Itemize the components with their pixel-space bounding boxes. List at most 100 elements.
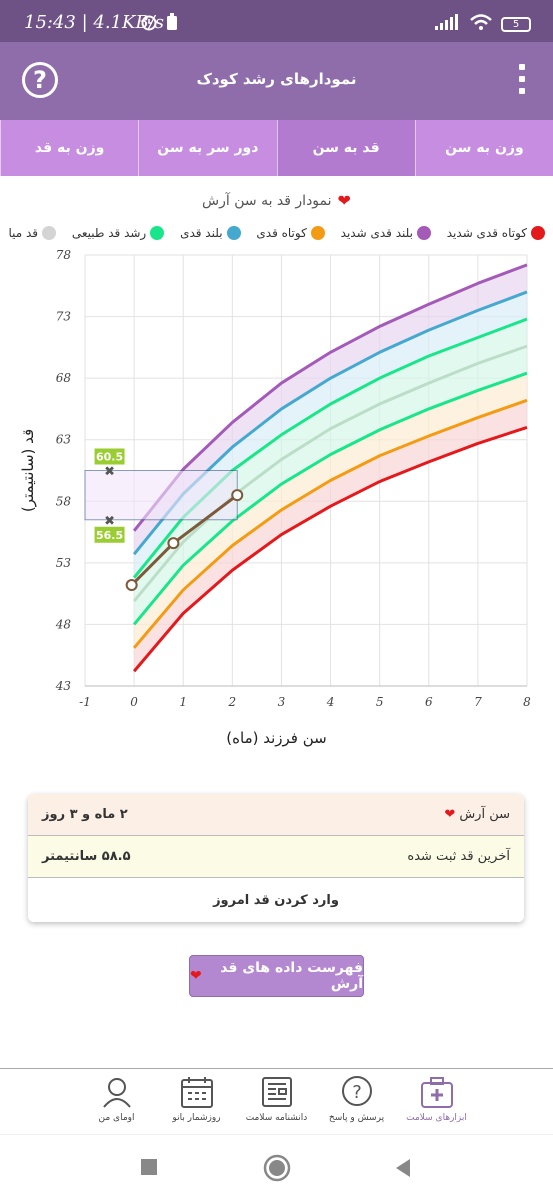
health-kit-icon (420, 1077, 453, 1108)
legend-item: بلند قدی (180, 226, 241, 240)
range-label-box (94, 448, 125, 465)
legend-item: رشد قد طبیعی (71, 226, 165, 240)
tab-head-circumference[interactable]: دور سر به سن (138, 120, 276, 176)
band-fill (134, 373, 527, 648)
x-tick-label: 5 (376, 695, 384, 709)
status-right: 5 (435, 13, 531, 35)
y-axis-label: قد (سانتیمتر) (19, 429, 37, 512)
series-line (132, 263, 528, 532)
nav-calendar[interactable]: روزشمار بانو (157, 1069, 237, 1134)
alarm-icon (140, 13, 158, 35)
system-nav-bar (0, 1134, 553, 1200)
tab-weight-for-height[interactable]: وزن به قد (0, 120, 138, 176)
series-line (132, 398, 528, 649)
nav-qa[interactable]: ? پرسش و پاسخ (317, 1069, 397, 1134)
enter-height-button[interactable]: وارد کردن قد امروز (28, 878, 524, 922)
legend-item: کوتاه قدی شدید (447, 226, 545, 240)
last-height-value: ۵۸.۵ سانتیمتر (42, 849, 131, 864)
info-card: سن آرش ❤ ۲ ماه و ۳ روز آخرین قد ثبت شده … (28, 794, 524, 922)
legend-label: کوتاه قدی شدید (446, 226, 527, 240)
x-axis-label: سن فرزند (ماه) (226, 729, 327, 747)
nav-health-tools[interactable]: ابزارهای سلامت (397, 1069, 477, 1134)
nav-label: دانشنامه سلامت (245, 1113, 308, 1123)
help-icon[interactable]: ? (22, 62, 58, 98)
x-tick-label: 2 (228, 695, 237, 709)
last-height-label: آخرین قد ثبت شده (407, 849, 510, 864)
overflow-menu-icon[interactable] (519, 64, 525, 100)
height-data-list-button[interactable]: فهرست داده های قد آرش ❤ (189, 955, 364, 997)
battery-saver-icon (166, 13, 178, 35)
heart-icon: ❤ (190, 968, 202, 984)
age-label: سن آرش (459, 807, 510, 822)
x-tick-label: 3 (278, 695, 286, 709)
band-fill (134, 319, 527, 602)
chart-title-row: نمودار قد به سن آرش ❤ (0, 191, 553, 210)
legend-item: کوتاه قدی (256, 226, 325, 240)
legend-item: قد میانگین (8, 226, 56, 240)
range-label: 60.5 (96, 451, 123, 464)
legend-item: بلند قدی شدید (341, 226, 431, 240)
chart-title: نمودار قد به سن آرش (202, 192, 332, 209)
age-row: سن آرش ❤ ۲ ماه و ۳ روز (28, 794, 524, 836)
y-tick-label: 78 (56, 248, 72, 262)
heart-icon: ❤ (337, 191, 351, 210)
svg-text:?: ? (352, 1082, 362, 1103)
y-tick-label: 48 (55, 617, 72, 631)
wifi-icon (469, 13, 493, 35)
user-icon (102, 1078, 131, 1108)
legend-dot (531, 226, 545, 240)
legend-label: رشد قد طبیعی (71, 226, 147, 240)
app-bar: ? نمودارهای رشد کودک (0, 42, 553, 120)
series-line (132, 425, 528, 673)
calendar-icon (180, 1077, 213, 1108)
child-height-point (125, 579, 138, 592)
y-tick-label: 63 (56, 433, 72, 447)
x-tick-label: 0 (130, 695, 138, 709)
battery-level: 5 (501, 16, 531, 32)
legend-label: قد میانگین (8, 226, 38, 240)
series-line (132, 344, 528, 602)
back-icon[interactable] (392, 1157, 414, 1179)
x-tick-label: -1 (79, 695, 91, 709)
range-label-box (94, 526, 125, 543)
legend-dot (310, 226, 325, 240)
heart-icon: ❤ (444, 807, 456, 822)
range-marker: ✖ (104, 514, 115, 529)
nav-label: روزشمار بانو (172, 1113, 221, 1123)
legend-dot (150, 226, 165, 240)
nav-encyclopedia[interactable]: دانشنامه سلامت (237, 1069, 317, 1134)
recent-apps-icon[interactable] (140, 1158, 160, 1178)
battery-icon: 5 (501, 16, 531, 32)
band-fill (134, 264, 527, 555)
tab-height-for-age[interactable]: قد به سن (276, 120, 415, 176)
nav-label: ابزارهای سلامت (406, 1113, 467, 1123)
x-tick-label: 4 (326, 695, 335, 709)
y-tick-label: 68 (56, 371, 72, 385)
band-fill (134, 400, 527, 672)
y-tick-label: 58 (56, 494, 72, 508)
nav-profile[interactable]: اومای من (77, 1069, 157, 1134)
list-button-label: فهرست داده های قد آرش (220, 960, 363, 992)
age-value: ۲ ماه و ۳ روز (42, 807, 128, 822)
chart-tabs: وزن به سن قد به سن دور سر به سن وزن به ق… (0, 120, 553, 176)
last-height-row: آخرین قد ثبت شده ۵۸.۵ سانتیمتر (28, 836, 524, 878)
tab-weight-for-age[interactable]: وزن به سن (414, 120, 553, 176)
chart-legend: کوتاه قدی شدید بلند قدی شدید کوتاه قدی ب… (8, 226, 545, 250)
home-icon[interactable] (263, 1154, 291, 1182)
series-line (132, 371, 528, 626)
x-tick-label: 8 (523, 695, 531, 709)
status-bar: 15:43 | 4.1KB/s 5 (0, 0, 553, 42)
legend-dot (416, 226, 431, 240)
child-height-point (231, 489, 244, 502)
x-tick-label: 7 (474, 695, 482, 709)
signal-icon (435, 14, 461, 34)
range-box (84, 470, 238, 521)
legend-dot (226, 226, 241, 240)
bottom-nav: ابزارهای سلامت ? پرسش و پاسخ دانشنامه سل… (0, 1068, 553, 1134)
child-height-point (167, 537, 180, 550)
x-tick-label: 1 (179, 695, 187, 709)
y-tick-label: 73 (56, 310, 72, 324)
nav-label: پرسش و پاسخ (328, 1113, 385, 1123)
nav-label: اومای من (98, 1113, 135, 1123)
